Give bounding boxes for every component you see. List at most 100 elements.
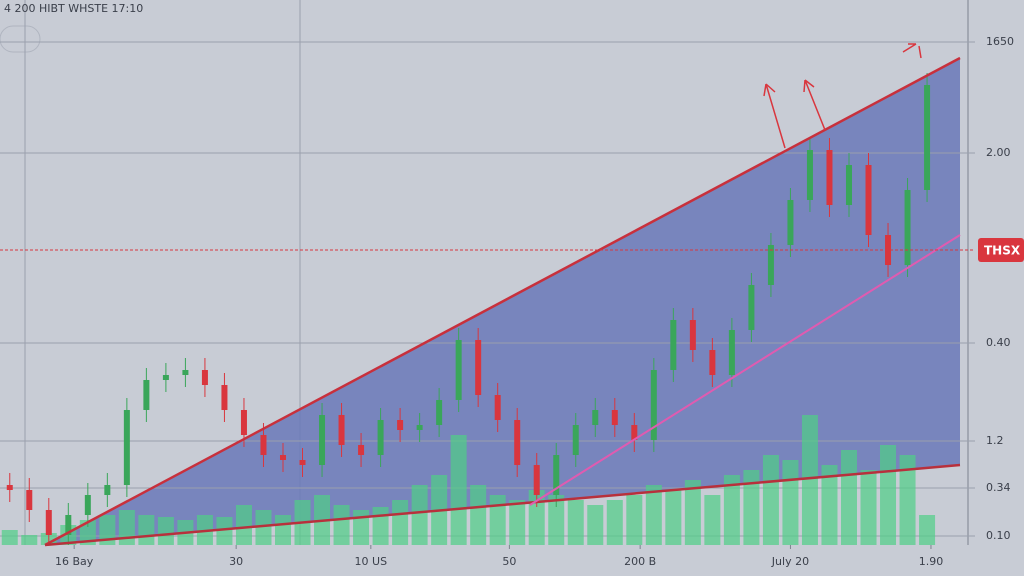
volume-bar (587, 505, 604, 545)
volume-bar (919, 515, 936, 545)
candle-body (631, 425, 638, 440)
candle-body (826, 150, 833, 205)
volume-bar (255, 510, 272, 545)
volume-bar (1, 530, 18, 545)
candle-body (397, 420, 404, 430)
candle-body (611, 410, 618, 425)
volume-bar (665, 490, 682, 545)
volume-bar (548, 495, 565, 545)
y-tick-label: 2.00 (986, 146, 1011, 159)
candle-body (689, 320, 696, 350)
volume-bar (157, 517, 174, 545)
volume-bar (899, 455, 916, 545)
candle-body (182, 370, 189, 375)
candle-body (455, 340, 462, 400)
volume-bar (509, 500, 526, 545)
candle-body (338, 415, 345, 445)
price-label: THSX (984, 244, 1021, 258)
trend-upper (44, 56, 961, 547)
candle-body (709, 350, 716, 375)
candle-body (475, 340, 482, 395)
volume-bar (801, 415, 818, 545)
candle-body (416, 425, 423, 430)
volume-bar (333, 505, 350, 545)
y-tick-label: 0.34 (986, 481, 1011, 494)
chart-title: 4 200 HIBT WHSTE 17:10 (4, 2, 143, 15)
candle-body (806, 150, 813, 200)
volume-bar (723, 475, 740, 545)
volume-bar (840, 450, 857, 545)
arrow (902, 43, 922, 59)
pill-button[interactable] (0, 25, 41, 53)
y-tick-label: 1650 (986, 35, 1014, 48)
candle-body (553, 455, 560, 495)
volume-bar (216, 517, 233, 545)
candle-body (436, 400, 443, 425)
volume-bar (821, 465, 838, 545)
volume-bar (138, 515, 155, 545)
volume-bar (411, 485, 428, 545)
y-tick-label: 1.2 (986, 434, 1004, 447)
volume-bar (450, 435, 467, 545)
volume-bar (21, 535, 38, 545)
candle-body (279, 455, 286, 460)
price-badge (978, 238, 1024, 262)
volume-bar (743, 470, 760, 545)
volume-bar (353, 510, 370, 545)
candle-body (84, 495, 91, 515)
candle-body (201, 370, 208, 385)
volume-bar (99, 515, 116, 545)
candle-body (650, 370, 657, 440)
candle-body (885, 235, 892, 265)
candle-body (787, 200, 794, 245)
candle-body (767, 245, 774, 285)
candle-body (299, 460, 306, 465)
candle-body (494, 395, 501, 420)
candle-body (670, 320, 677, 370)
candle-body (514, 420, 521, 465)
candle-body (377, 420, 384, 455)
candle-body (845, 165, 852, 205)
candle-body (123, 410, 130, 485)
x-tick-label: 1.90 (919, 555, 944, 568)
x-tick-label: 50 (502, 555, 516, 568)
volume-bar (626, 495, 643, 545)
volume-bar (782, 460, 799, 545)
candle-layer (6, 73, 931, 545)
volume-bar (372, 507, 389, 545)
candle-body (65, 515, 72, 535)
candle-body (143, 380, 150, 410)
candle-body (104, 485, 111, 495)
candle-body (358, 445, 365, 455)
arrow (763, 83, 786, 149)
candle-body (45, 510, 52, 535)
candle-body (533, 465, 540, 495)
volume-bar (684, 480, 701, 545)
volume-bar (645, 485, 662, 545)
candle-body (319, 415, 326, 465)
candle-body (904, 190, 911, 265)
trend-lower (44, 463, 961, 547)
volume-bar (762, 455, 779, 545)
candle-body (6, 485, 13, 490)
candle-body (572, 425, 579, 455)
x-tick-label: 16 Bay (55, 555, 94, 568)
volume-bar (392, 500, 409, 545)
candle-body (260, 435, 267, 455)
volume-bar (567, 500, 584, 545)
candle-body (728, 330, 735, 375)
candle-body (240, 410, 247, 435)
candle-body (748, 285, 755, 330)
y-tick-label: 0.10 (986, 529, 1011, 542)
x-tick-label: 10 US (355, 555, 388, 568)
trend-support (529, 234, 961, 506)
volume-bar (704, 495, 721, 545)
volume-bar (470, 485, 487, 545)
volume-bar (489, 495, 506, 545)
volume-bar (235, 505, 252, 545)
candle-body (221, 385, 228, 410)
candle-body (865, 165, 872, 235)
volume-layer (1, 415, 936, 545)
